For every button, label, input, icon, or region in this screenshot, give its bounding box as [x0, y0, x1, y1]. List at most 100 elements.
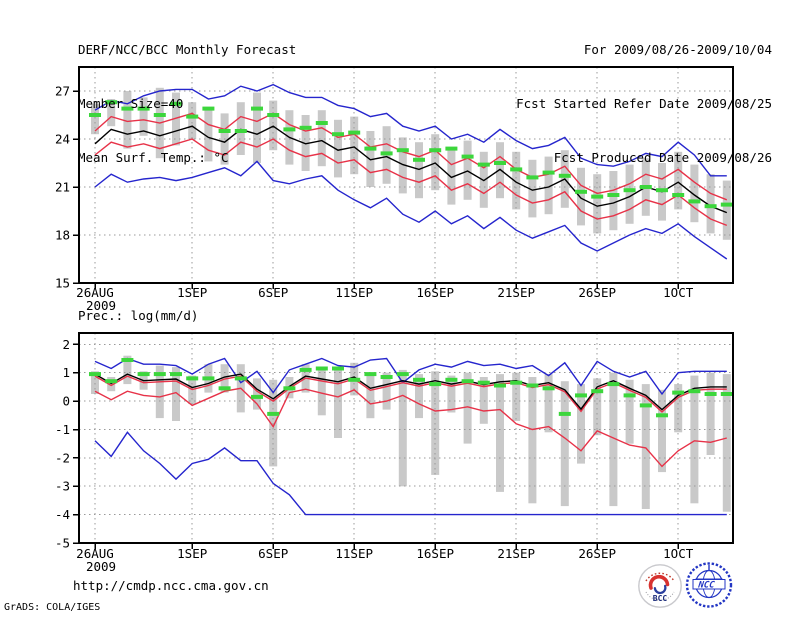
green-dash: [413, 377, 425, 382]
green-dash: [380, 151, 393, 156]
spread-bar: [463, 372, 472, 444]
green-dash: [429, 148, 442, 153]
bcc-logo-arc-text-top: [645, 572, 675, 582]
spread-bar: [382, 372, 391, 410]
spread-bar: [253, 378, 261, 410]
green-dash: [251, 106, 263, 111]
spread-bar: [415, 142, 423, 199]
green-dash: [186, 114, 199, 119]
green-dash: [413, 157, 425, 162]
green-dash: [186, 376, 199, 381]
header-forecast-range: For 2009/08/26-2009/10/04: [583, 42, 772, 57]
spread-bar: [253, 92, 261, 163]
header-member-size: Member Size=40: [78, 96, 184, 111]
x-tick-label: 1SEP: [177, 546, 207, 561]
green-dash: [170, 101, 182, 106]
spread-bar: [706, 372, 715, 455]
green-dash: [672, 193, 685, 197]
spread-bar: [690, 375, 699, 504]
green-dash: [558, 411, 571, 416]
green-dash: [396, 148, 409, 153]
spread-bar: [334, 119, 342, 178]
green-dash: [656, 413, 668, 418]
header-left: DERF/NCC/BCC Monthly Forecast Member Siz…: [78, 5, 296, 203]
spread-bar: [398, 369, 407, 487]
green-dash: [429, 382, 442, 387]
spread-bar: [415, 374, 423, 419]
green-dash: [218, 129, 231, 133]
spread-bar: [706, 174, 715, 234]
green-dash: [639, 185, 652, 189]
green-dash: [477, 162, 490, 167]
green-dash: [121, 358, 134, 362]
spread-bar: [317, 110, 326, 167]
spread-bar: [593, 378, 602, 436]
series-ensemble-max: [94, 357, 727, 396]
spread-bar: [107, 99, 116, 127]
header-variable-label: Mean Surf. Temp.: °C: [78, 150, 229, 165]
spread-bar: [172, 92, 180, 146]
green-dash: [121, 106, 134, 111]
gridlines: [79, 67, 733, 283]
spread-bar: [447, 375, 456, 413]
spread-bar: [722, 374, 731, 512]
y-tick-label: -1: [55, 422, 70, 437]
green-dash: [558, 173, 571, 178]
spread-bar: [139, 97, 148, 136]
x-tick-label: 26SEP: [578, 546, 616, 561]
y-tick-label: 18: [55, 228, 70, 243]
green-dash: [153, 372, 166, 377]
series-mean-plus-sd: [94, 375, 727, 413]
ncc-logo: NCC: [685, 562, 733, 608]
green-dash: [234, 129, 247, 133]
green-dash: [575, 189, 587, 194]
green-dash: [656, 188, 668, 193]
spread-bar: [463, 140, 472, 200]
header-title: DERF/NCC/BCC Monthly Forecast: [78, 42, 297, 57]
green-dash: [315, 121, 328, 125]
spread-bar: [334, 369, 342, 438]
green-dash: [380, 375, 393, 379]
green-dash: [283, 386, 296, 391]
green-dash: [89, 372, 101, 377]
spread-bar: [658, 389, 666, 473]
green-dash: [364, 146, 377, 151]
x-tick-label: 26AUG: [76, 285, 114, 300]
green-dash: [137, 372, 150, 377]
green-dash: [283, 127, 296, 132]
green-dash: [202, 106, 215, 111]
x-tick-label: 1OCT: [663, 546, 694, 561]
green-dash: [137, 106, 150, 111]
green-dash: [267, 411, 280, 416]
spread-bar: [269, 100, 278, 151]
x-tick-label: 16SEP: [416, 546, 454, 561]
spread-bar: [641, 384, 650, 509]
green-dash: [202, 376, 215, 381]
spread-bar: [544, 156, 553, 215]
spread-bar: [91, 103, 99, 135]
green-dash: [461, 154, 474, 159]
bcc-logo: BCC: [638, 564, 682, 608]
series-ensemble-mean: [94, 125, 728, 214]
green-dash: [575, 393, 587, 398]
bcc-logo-blue-swirl: [653, 584, 667, 595]
green-dash: [607, 382, 620, 387]
green-dash: [364, 372, 377, 377]
y-tick-label: 0: [62, 394, 70, 409]
y-tick-label: 15: [55, 276, 70, 291]
spread-bar: [528, 377, 537, 504]
spread-bar: [609, 171, 618, 231]
spread-bar: [366, 375, 375, 419]
green-dash: [688, 199, 701, 204]
x-tick-label: 21SEP: [497, 546, 535, 561]
spread-bar: [625, 164, 634, 224]
spread-bar: [560, 381, 569, 507]
x-tick-label: 16SEP: [416, 285, 454, 300]
gridlines: [79, 333, 733, 543]
x-tick-label: 11SEP: [335, 546, 373, 561]
x-tick-label: 26SEP: [578, 285, 616, 300]
header-refer-date: Fcst Started Refer Date 2009/08/25: [516, 96, 772, 111]
spread-bar: [609, 372, 618, 507]
green-dash: [299, 125, 312, 130]
precip-chart-title: Prec.: log(mm/d): [78, 308, 199, 323]
